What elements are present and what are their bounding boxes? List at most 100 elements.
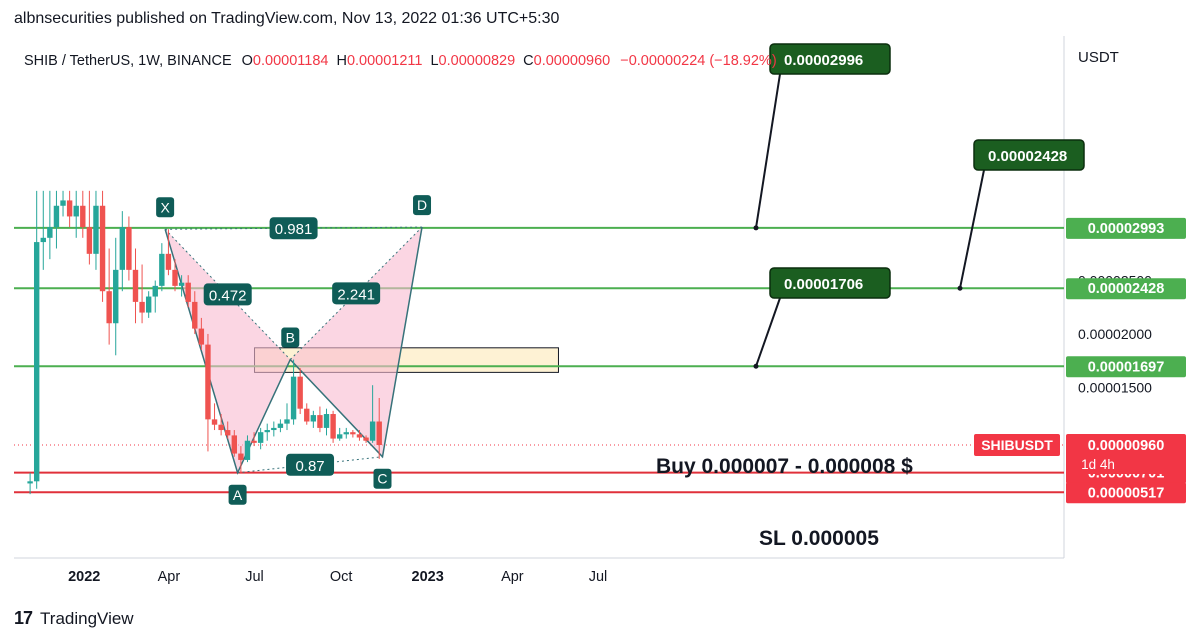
level-price-bg bbox=[1066, 278, 1186, 300]
countdown-text: 1d 4h bbox=[1081, 457, 1115, 472]
candle bbox=[60, 190, 66, 217]
candle-body bbox=[336, 434, 343, 439]
x-tick-label: Jul bbox=[245, 569, 264, 585]
callout-leader bbox=[755, 297, 781, 367]
candle bbox=[152, 280, 158, 313]
tradingview-logo: 17 bbox=[14, 608, 33, 628]
point-label-bg bbox=[156, 197, 175, 218]
candle bbox=[304, 403, 310, 425]
candle bbox=[132, 248, 139, 324]
candle-body bbox=[132, 269, 139, 302]
candle bbox=[363, 435, 369, 443]
point-label-b: B bbox=[281, 327, 300, 348]
candle-body bbox=[323, 414, 330, 428]
candle-body bbox=[113, 269, 119, 324]
ratio-label-text: 0.981 bbox=[275, 221, 313, 238]
candle-body bbox=[225, 430, 231, 436]
point-label-text: A bbox=[233, 487, 243, 503]
x-tick-label: 2022 bbox=[68, 569, 100, 585]
open-key: O bbox=[242, 53, 253, 69]
callout-bg bbox=[769, 267, 891, 299]
candle-body bbox=[277, 423, 284, 428]
candle bbox=[106, 248, 112, 345]
candle bbox=[290, 359, 297, 425]
callout-anchor bbox=[753, 363, 759, 369]
close-key: C bbox=[523, 53, 533, 69]
level-price-bg bbox=[1066, 217, 1186, 239]
ratio-label: 0.87 bbox=[286, 453, 335, 476]
candle bbox=[369, 385, 376, 443]
candle-body bbox=[80, 205, 86, 228]
candle bbox=[284, 403, 290, 431]
point-label-text: C bbox=[377, 471, 387, 487]
candle bbox=[126, 216, 132, 281]
candle-body bbox=[211, 419, 218, 425]
y-tick-label: 0.00002000 bbox=[1078, 326, 1152, 342]
candle-body bbox=[73, 205, 79, 217]
price-chart[interactable]: 0.000025000.000020000.000015002022AprJul… bbox=[14, 36, 1186, 592]
ratio-label-text: 0.87 bbox=[295, 458, 324, 475]
candle bbox=[323, 408, 330, 436]
candle-body bbox=[185, 282, 191, 302]
symbol-badge-text: SHIBUSDT bbox=[981, 437, 1053, 453]
last-price-text: 0.00000960 bbox=[1088, 438, 1165, 454]
candle-body bbox=[297, 376, 303, 409]
candle bbox=[119, 211, 126, 292]
candle-body bbox=[251, 440, 257, 443]
candle bbox=[211, 403, 218, 431]
candle-body bbox=[264, 430, 270, 433]
candle bbox=[251, 432, 257, 447]
publish-header: albnsecurities published on TradingView.… bbox=[14, 10, 560, 27]
candle-body bbox=[376, 421, 382, 445]
ratio-label: 2.241 bbox=[332, 282, 381, 305]
level-price-label: 0.00002428 bbox=[1066, 278, 1186, 300]
point-label-a: A bbox=[228, 484, 247, 505]
candle bbox=[376, 398, 382, 459]
high-key: H bbox=[336, 53, 346, 69]
callout-leader bbox=[959, 169, 985, 289]
level-price-label: 0.00001697 bbox=[1066, 356, 1186, 378]
candle-body bbox=[231, 435, 237, 454]
callout: 0.00001706 bbox=[753, 267, 891, 369]
chart-frame[interactable]: 0.000025000.000020000.000015002022AprJul… bbox=[14, 36, 1186, 592]
candle bbox=[238, 446, 244, 473]
candle-body bbox=[27, 481, 33, 484]
brand-name: TradingView bbox=[40, 608, 134, 628]
candle bbox=[277, 419, 284, 433]
x-tick-label: Jul bbox=[589, 569, 608, 585]
point-label-c: C bbox=[373, 468, 392, 489]
ratio-label: 0.981 bbox=[269, 217, 318, 240]
level-price-label: 0.00000517 bbox=[1066, 482, 1186, 504]
candle-body bbox=[53, 205, 60, 228]
grid: 0.000025000.000020000.000015002022AprJul… bbox=[14, 36, 1152, 585]
candle-body bbox=[106, 291, 112, 324]
candle-layer bbox=[27, 190, 382, 495]
candle bbox=[317, 406, 323, 433]
callout: 0.00002428 bbox=[957, 139, 1085, 291]
candle-body bbox=[192, 301, 198, 329]
sl-annotation: SL 0.000005 bbox=[759, 527, 879, 550]
point-label-text: X bbox=[160, 199, 170, 215]
low-key: L bbox=[430, 53, 438, 69]
x-tick-label: Oct bbox=[330, 569, 353, 585]
candle-body bbox=[218, 424, 224, 431]
candle-body bbox=[178, 282, 185, 286]
candle-body bbox=[60, 200, 66, 206]
candle bbox=[257, 427, 264, 450]
change-value: −0.00000224 (−18.92%) bbox=[620, 53, 776, 69]
candle-body bbox=[343, 432, 349, 435]
buy-annotation: Buy 0.000007 - 0.000008 $ bbox=[656, 455, 913, 478]
candle-body bbox=[304, 408, 310, 422]
candle bbox=[27, 472, 33, 495]
level-price-label: 0.00002993 bbox=[1066, 217, 1186, 239]
level-price-text: 0.00001697 bbox=[1088, 359, 1165, 375]
point-label-bg bbox=[281, 327, 300, 348]
point-label-text: D bbox=[417, 197, 427, 213]
pattern-bcd-fill bbox=[290, 227, 423, 457]
ratio-label-bg bbox=[203, 283, 252, 306]
candle-body bbox=[284, 419, 290, 424]
candle bbox=[244, 435, 251, 463]
symbol-ohlc-line: SHIB / TetherUS, 1W, BINANCE O0.00001184 H… bbox=[24, 53, 777, 69]
footer: 17 TradingView bbox=[14, 608, 134, 629]
candle bbox=[356, 430, 363, 441]
